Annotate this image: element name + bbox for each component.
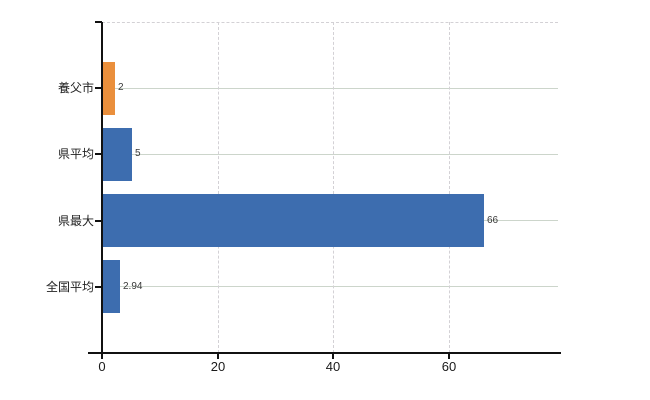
x-axis-tick-label: 40	[325, 359, 341, 374]
y-axis-category-label: 県平均	[57, 147, 94, 162]
vertical-gridline	[333, 22, 334, 353]
x-axis-tick-label: 60	[441, 359, 457, 374]
y-axis-category-label: 全国平均	[45, 279, 94, 294]
chart-bar[interactable]	[103, 260, 120, 314]
horizontal-gridline	[103, 87, 558, 89]
y-axis-tick	[95, 87, 102, 90]
horizontal-gridline	[103, 286, 558, 288]
bar-value-label: 2	[118, 82, 124, 94]
y-axis-category-label: 県最大	[57, 213, 94, 228]
x-axis-line	[88, 352, 561, 354]
x-axis-tick-label: 20	[210, 359, 226, 374]
y-axis-end-tick	[95, 21, 102, 23]
bar-value-label: 5	[135, 148, 141, 160]
chart-bar[interactable]	[103, 194, 484, 248]
y-axis-tick	[95, 153, 102, 156]
y-axis-category-label: 養父市	[57, 80, 94, 95]
vertical-gridline	[218, 22, 219, 353]
bar-value-label: 66	[487, 214, 499, 226]
x-axis-tick	[217, 354, 219, 359]
x-axis-tick	[448, 354, 450, 359]
bar-value-label: 2.94	[123, 280, 143, 292]
y-axis-tick	[95, 285, 102, 288]
x-axis-tick	[332, 354, 334, 359]
chart-bar[interactable]	[103, 127, 132, 181]
y-axis-line	[101, 22, 103, 359]
x-axis-tick-label: 0	[98, 359, 106, 374]
y-axis-tick	[95, 219, 102, 222]
plot-top-border	[102, 22, 558, 23]
vertical-gridline	[449, 22, 450, 353]
chart-bar[interactable]	[103, 61, 115, 115]
horizontal-gridline	[103, 153, 558, 155]
